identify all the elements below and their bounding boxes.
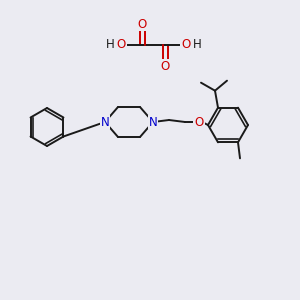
- Text: O: O: [137, 17, 147, 31]
- Text: H: H: [106, 38, 114, 52]
- Text: N: N: [100, 116, 109, 128]
- Text: H: H: [193, 38, 201, 52]
- Text: O: O: [194, 116, 204, 128]
- Text: O: O: [116, 38, 126, 52]
- Text: O: O: [182, 38, 190, 52]
- Text: N: N: [148, 116, 158, 128]
- Text: O: O: [160, 59, 169, 73]
